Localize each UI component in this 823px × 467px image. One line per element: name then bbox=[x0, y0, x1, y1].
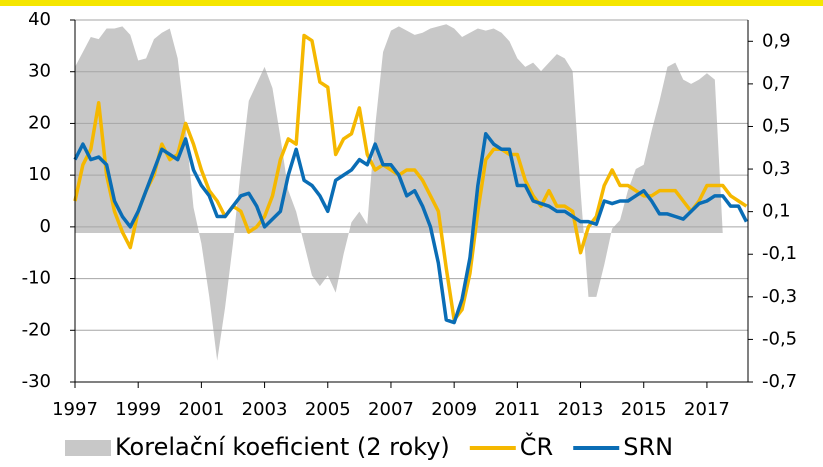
x-tick-label: 2011 bbox=[494, 399, 540, 420]
x-tick-label: 2001 bbox=[178, 399, 224, 420]
legend-label: SRN bbox=[623, 433, 673, 461]
x-tick-label: 2015 bbox=[621, 399, 667, 420]
y2-tick-label: 0,9 bbox=[762, 30, 791, 51]
y-tick-label: 10 bbox=[28, 164, 51, 185]
x-tick-label: 2005 bbox=[305, 399, 351, 420]
y-tick-label: 30 bbox=[28, 61, 51, 82]
y2-tick-label: -0,5 bbox=[762, 328, 797, 349]
x-tick-label: 2013 bbox=[558, 399, 604, 420]
x-tick-label: 2017 bbox=[684, 399, 730, 420]
legend-swatch bbox=[65, 440, 111, 456]
y-tick-label: -10 bbox=[22, 268, 51, 289]
line bbox=[73, 132, 748, 325]
x-tick-label: 2007 bbox=[368, 399, 414, 420]
legend-label: ČR bbox=[520, 431, 553, 461]
y2-tick-label: 0,3 bbox=[762, 158, 791, 179]
y2-tick-label: 0,1 bbox=[762, 201, 791, 222]
y-tick-label: -30 bbox=[22, 371, 51, 392]
y2-tick-label: -0,1 bbox=[762, 243, 797, 264]
top-band bbox=[0, 0, 823, 6]
y-tick-label: 0 bbox=[40, 216, 51, 237]
x-tick-label: 2003 bbox=[242, 399, 288, 420]
x-tick-label: 1999 bbox=[115, 399, 161, 420]
y-tick-label: 40 bbox=[28, 9, 51, 30]
y2-tick-label: -0,7 bbox=[762, 371, 797, 392]
legend-label: Korelační koeficient (2 roky) bbox=[115, 433, 450, 461]
x-tick-label: 2009 bbox=[431, 399, 477, 420]
y2-tick-label: -0,3 bbox=[762, 286, 797, 307]
line bbox=[73, 33, 748, 322]
y-tick-label: -20 bbox=[22, 319, 51, 340]
x-tick-label: 1997 bbox=[52, 399, 98, 420]
y-tick-label: 20 bbox=[28, 112, 51, 133]
y2-tick-label: 0,7 bbox=[762, 73, 791, 94]
y2-tick-label: 0,5 bbox=[762, 115, 791, 136]
